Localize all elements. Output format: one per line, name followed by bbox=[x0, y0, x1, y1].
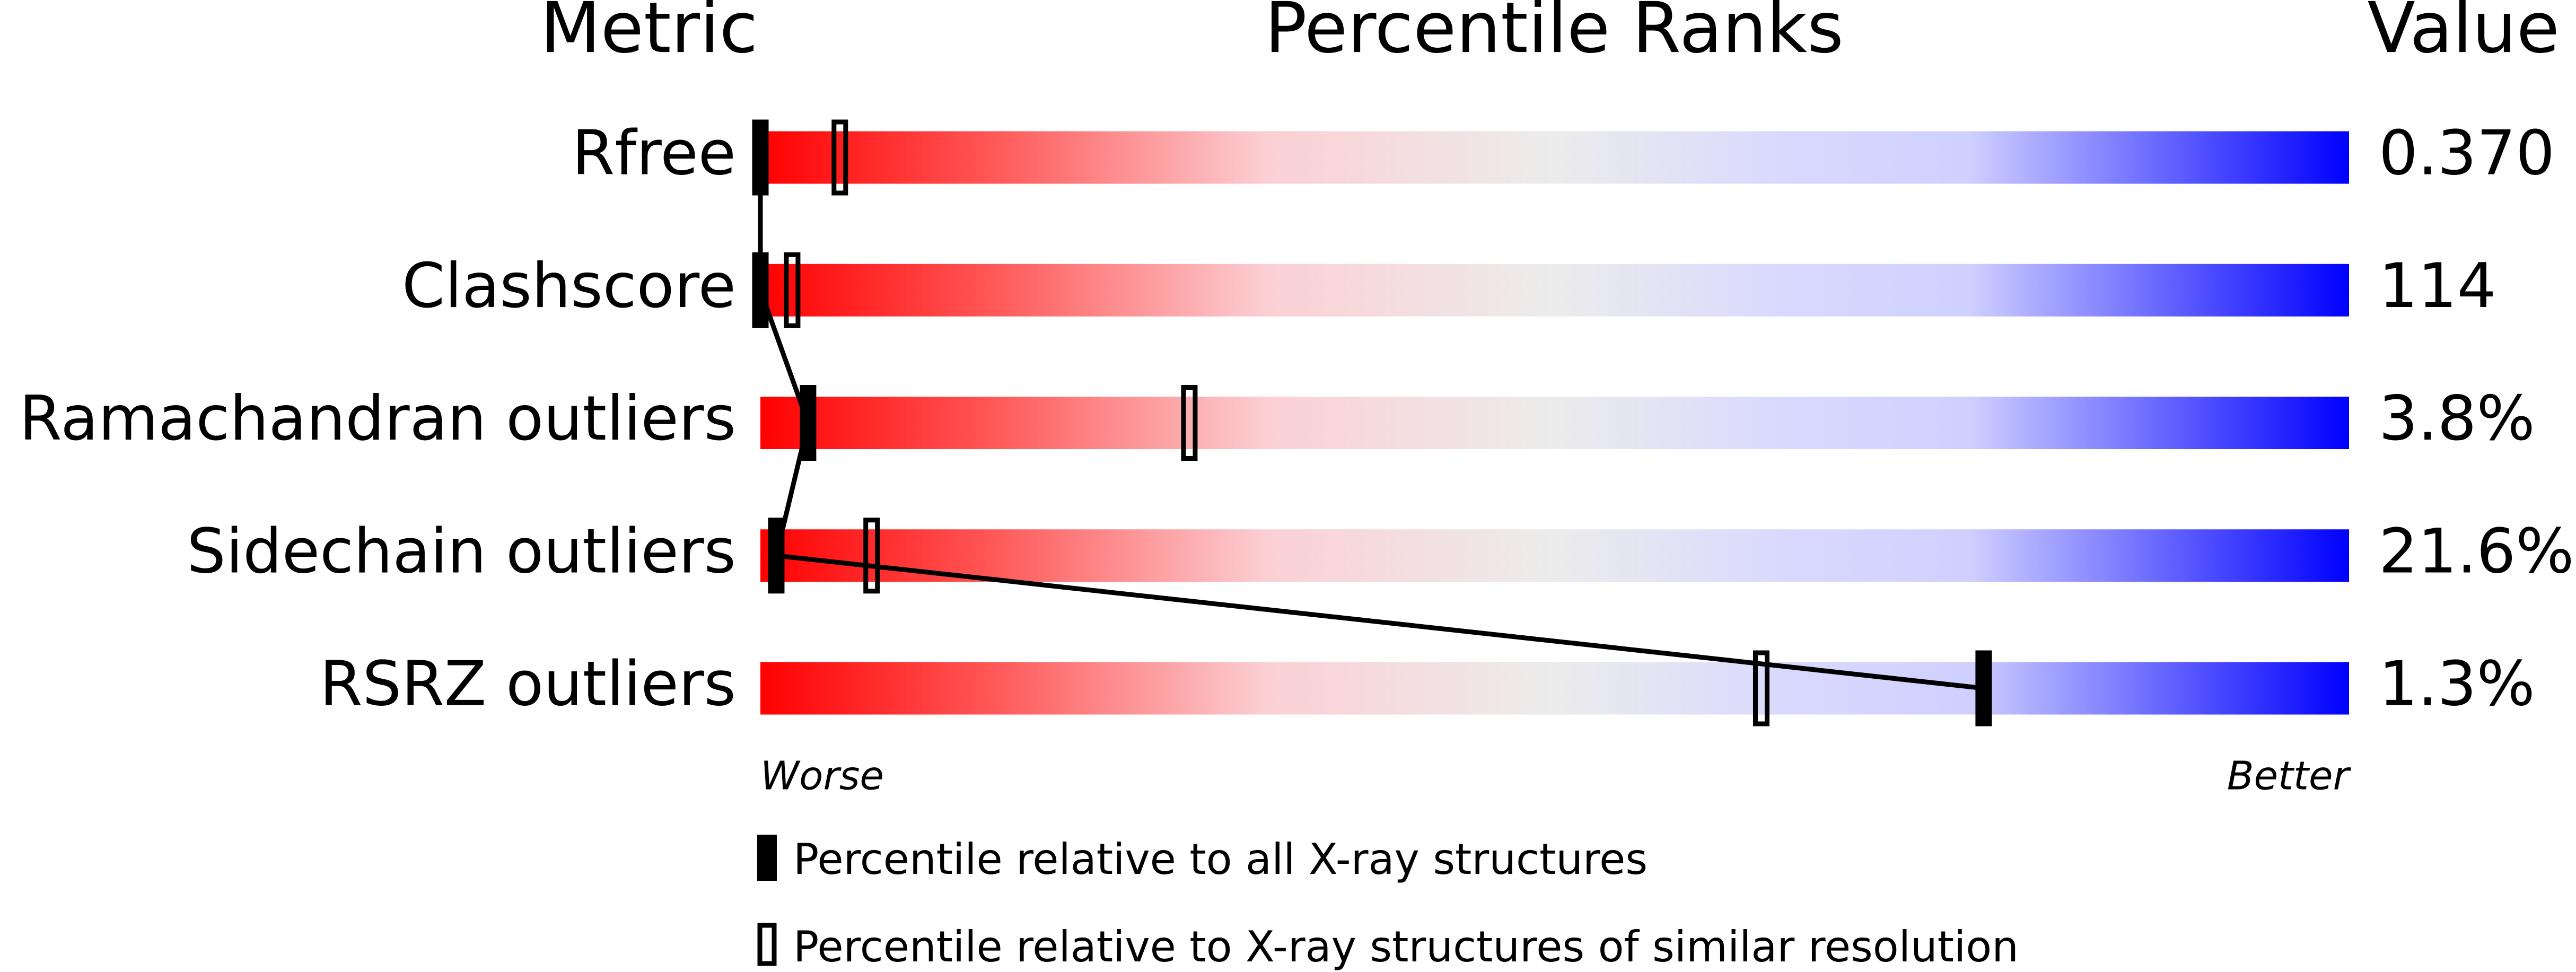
percentile-bar bbox=[760, 397, 2349, 449]
marker-all bbox=[752, 119, 769, 196]
percentile-bar bbox=[760, 662, 2349, 715]
metric-label: Sidechain outliers bbox=[187, 515, 736, 587]
marker-similar bbox=[863, 518, 880, 594]
metric-value: 1.3% bbox=[2379, 649, 2535, 720]
metric-value: 21.6% bbox=[2379, 515, 2574, 587]
metric-label: Clashscore bbox=[402, 250, 736, 322]
metric-label: Rfree bbox=[572, 118, 736, 189]
percentile-bar bbox=[760, 131, 2349, 184]
marker-all bbox=[768, 518, 785, 594]
column-header: Percentile Ranks bbox=[1265, 0, 1844, 69]
better-label: Better bbox=[2227, 754, 2352, 799]
metric-value: 114 bbox=[2379, 250, 2496, 322]
worse-label: Worse bbox=[760, 754, 884, 799]
column-header: Value bbox=[2368, 0, 2560, 69]
column-header: Metric bbox=[540, 0, 758, 69]
metric-value: 0.370 bbox=[2379, 118, 2555, 189]
marker-all bbox=[1975, 650, 1992, 726]
percentile-bar bbox=[760, 529, 2349, 582]
legend-label: Percentile relative to X-ray structures … bbox=[793, 922, 2019, 971]
percentile-bar bbox=[760, 264, 2349, 317]
marker-similar bbox=[1181, 385, 1198, 461]
marker-similar bbox=[784, 252, 801, 328]
legend-swatch-hollow bbox=[757, 923, 777, 966]
marker-similar bbox=[1753, 650, 1769, 726]
metric-label: Ramachandran outliers bbox=[19, 383, 736, 454]
marker-all bbox=[752, 252, 769, 328]
marker-all bbox=[800, 385, 817, 461]
legend-label: Percentile relative to all X-ray structu… bbox=[793, 835, 1648, 884]
metric-label: RSRZ outliers bbox=[320, 649, 736, 720]
legend-swatch-filled bbox=[757, 835, 777, 881]
metric-value: 3.8% bbox=[2379, 383, 2535, 454]
marker-similar bbox=[831, 119, 848, 196]
